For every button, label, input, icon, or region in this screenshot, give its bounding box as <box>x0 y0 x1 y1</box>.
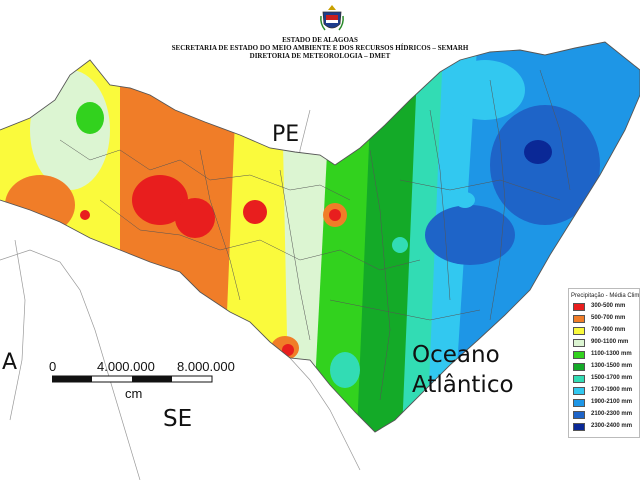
ocean-label-line-2: Atlântico <box>412 372 514 398</box>
legend-swatch <box>573 363 585 371</box>
scale-label-mid: 4.000.000 <box>97 359 155 374</box>
legend-label: 1900-2100 mm <box>591 399 633 405</box>
legend-swatch <box>573 411 585 419</box>
legend-item: 2300-2400 mm <box>573 423 639 432</box>
scale-unit: cm <box>125 386 143 401</box>
header-line-1: ESTADO DE ALAGOAS <box>282 36 358 44</box>
legend-item: 900-1100 mm <box>573 339 639 348</box>
scale-label-zero: 0 <box>49 359 57 374</box>
legend-label: 2100-2300 mm <box>591 411 633 417</box>
legend-swatch <box>573 375 585 383</box>
legend-label: 1500-1700 mm <box>591 375 633 381</box>
header-line-2: SECRETARIA DE ESTADO DO MEIO AMBIENTE E … <box>171 44 469 52</box>
legend-item: 1100-1300 mm <box>573 351 639 360</box>
legend-swatch <box>573 423 585 431</box>
legend-swatch <box>573 399 585 407</box>
legend-swatch <box>573 315 585 323</box>
legend-label: 300-500 mm <box>591 303 626 309</box>
label-pernambuco: PE <box>272 122 300 147</box>
legend-label: 1700-1900 mm <box>591 387 633 393</box>
legend-item: 700-900 mm <box>573 327 639 336</box>
scale-bar-graphic <box>52 375 213 383</box>
legend-label: 1100-1300 mm <box>591 351 632 357</box>
header-line-3: DIRETORIA DE METEOROLOGIA – DMET <box>249 52 391 60</box>
scale-label-end: 8.000.000 <box>177 359 235 374</box>
precipitation-legend: Precipitação - Média Clim 300-500 mm 500… <box>568 288 640 438</box>
legend-label: 700-900 mm <box>591 327 626 333</box>
legend-title: Precipitação - Média Clim <box>571 293 640 299</box>
legend-item: 300-500 mm <box>573 303 639 312</box>
ocean-label-line-1: Oceano <box>412 342 500 368</box>
legend-swatch <box>573 327 585 335</box>
legend-item: 1900-2100 mm <box>573 399 639 408</box>
label-bahia: A <box>2 350 18 375</box>
legend-label: 900-1100 mm <box>591 339 629 345</box>
legend-swatch <box>573 387 585 395</box>
ocean-label: Oceano Atlântico <box>412 340 514 400</box>
legend-swatch <box>573 303 585 311</box>
municipality-borders <box>0 41 640 433</box>
legend-item: 500-700 mm <box>573 315 639 324</box>
legend-swatch <box>573 339 585 347</box>
legend-item: 1500-1700 mm <box>573 375 639 384</box>
legend-item: 2100-2300 mm <box>573 411 639 420</box>
label-sergipe: SE <box>163 406 193 432</box>
legend-label: 500-700 mm <box>591 315 626 321</box>
legend-item: 1700-1900 mm <box>573 387 639 396</box>
legend-label: 1300-1500 mm <box>591 363 633 369</box>
legend-label: 2300-2400 mm <box>591 423 633 429</box>
legend-swatch <box>573 351 585 359</box>
legend-item: 1300-1500 mm <box>573 363 639 372</box>
scale-bar: 0 4.000.000 8.000.000 cm <box>47 359 247 409</box>
state-coat-of-arms-icon <box>320 5 344 31</box>
map-header: ESTADO DE ALAGOAS SECRETARIA DE ESTADO D… <box>0 36 640 60</box>
